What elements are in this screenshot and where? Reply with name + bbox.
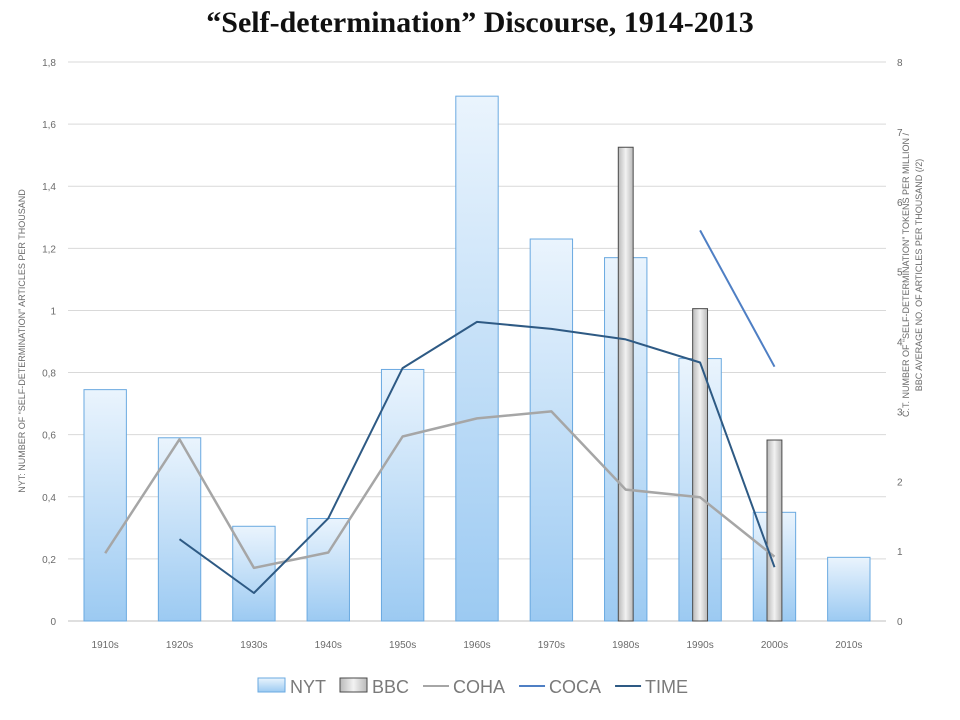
bar-nyt	[157, 437, 202, 622]
bar-nyt	[455, 95, 499, 622]
y-axis-title-right-line2: BBC AVERAGE NO. OF ARTICLES PER THOUSAND…	[914, 159, 924, 392]
line-layer	[104, 229, 776, 594]
legend-label-bbc: BBC	[372, 677, 409, 697]
x-tick-label: 1960s	[463, 640, 490, 651]
axis-layer: 0 0,2 0,4 0,6 0,8 1 1,2 1,4 1,6 1,8 0 1 2 3 4 5 6 7 8 1910s…	[42, 58, 903, 651]
chart-title: “Self-determination” Discourse, 1914-201…	[206, 6, 754, 39]
y-tick-label-left: 0,4	[42, 493, 56, 504]
y-tick-label-left: 1,8	[42, 58, 56, 69]
y-tick-label-left: 1,2	[42, 244, 56, 255]
y-tick-label-left: 0,8	[42, 369, 56, 380]
x-tick-label: 1950s	[389, 640, 416, 651]
bar-nyt	[380, 368, 425, 622]
y-tick-label-right: 6	[897, 198, 903, 209]
bar-layer	[83, 95, 871, 622]
bar-bbc	[766, 439, 783, 622]
y-tick-label-right: 3	[897, 407, 903, 418]
line-coca	[699, 229, 776, 368]
bar-nyt	[529, 238, 574, 622]
y-axis-title-right-line1: C.T. NUMBER OF “SELF-DETERMINATION” TOKE…	[901, 132, 911, 417]
bar-nyt	[83, 389, 127, 622]
y-tick-label-left: 0,2	[42, 555, 56, 566]
bar-bbc	[617, 146, 634, 622]
bar-nyt	[306, 518, 350, 622]
y-tick-label-left: 0	[50, 617, 56, 628]
y-tick-label-right: 2	[897, 477, 903, 488]
legend-label-nyt: NYT	[290, 677, 326, 697]
x-tick-label: 1920s	[166, 640, 193, 651]
legend-label-coha: COHA	[453, 677, 505, 697]
x-tick-label: 2000s	[761, 640, 788, 651]
y-tick-label-right: 4	[897, 338, 903, 349]
line-coha	[104, 410, 776, 570]
line-time	[178, 320, 776, 594]
x-tick-label: 1930s	[240, 640, 267, 651]
x-tick-label: 1980s	[612, 640, 639, 651]
y-tick-label-left: 1,4	[42, 182, 56, 193]
y-tick-label-right: 8	[897, 58, 903, 69]
x-tick-label: 1970s	[538, 640, 565, 651]
y-tick-label-right: 7	[897, 128, 903, 139]
y-axis-title-left: NYT: NUMBER OF “SELF-DETERMINATION” ARTI…	[17, 189, 27, 493]
y-tick-label-left: 1,6	[42, 120, 56, 131]
legend-label-time: TIME	[645, 677, 688, 697]
x-tick-label: 1990s	[686, 640, 713, 651]
y-tick-label-right: 0	[897, 617, 903, 628]
y-tick-label-left: 1	[50, 306, 56, 317]
legend: NYT BBC COHA COCA TIME	[257, 677, 688, 697]
y-tick-label-right: 1	[897, 547, 903, 558]
bar-bbc	[692, 308, 709, 622]
y-tick-label-left: 0,6	[42, 431, 56, 442]
legend-label-coca: COCA	[549, 677, 601, 697]
x-tick-label: 2010s	[835, 640, 862, 651]
legend-swatch-nyt	[257, 677, 286, 693]
x-tick-label: 1910s	[92, 640, 119, 651]
y-tick-label-right: 5	[897, 268, 903, 279]
legend-swatch-bbc	[339, 677, 368, 693]
bar-nyt	[827, 556, 871, 622]
x-tick-label: 1940s	[315, 640, 342, 651]
